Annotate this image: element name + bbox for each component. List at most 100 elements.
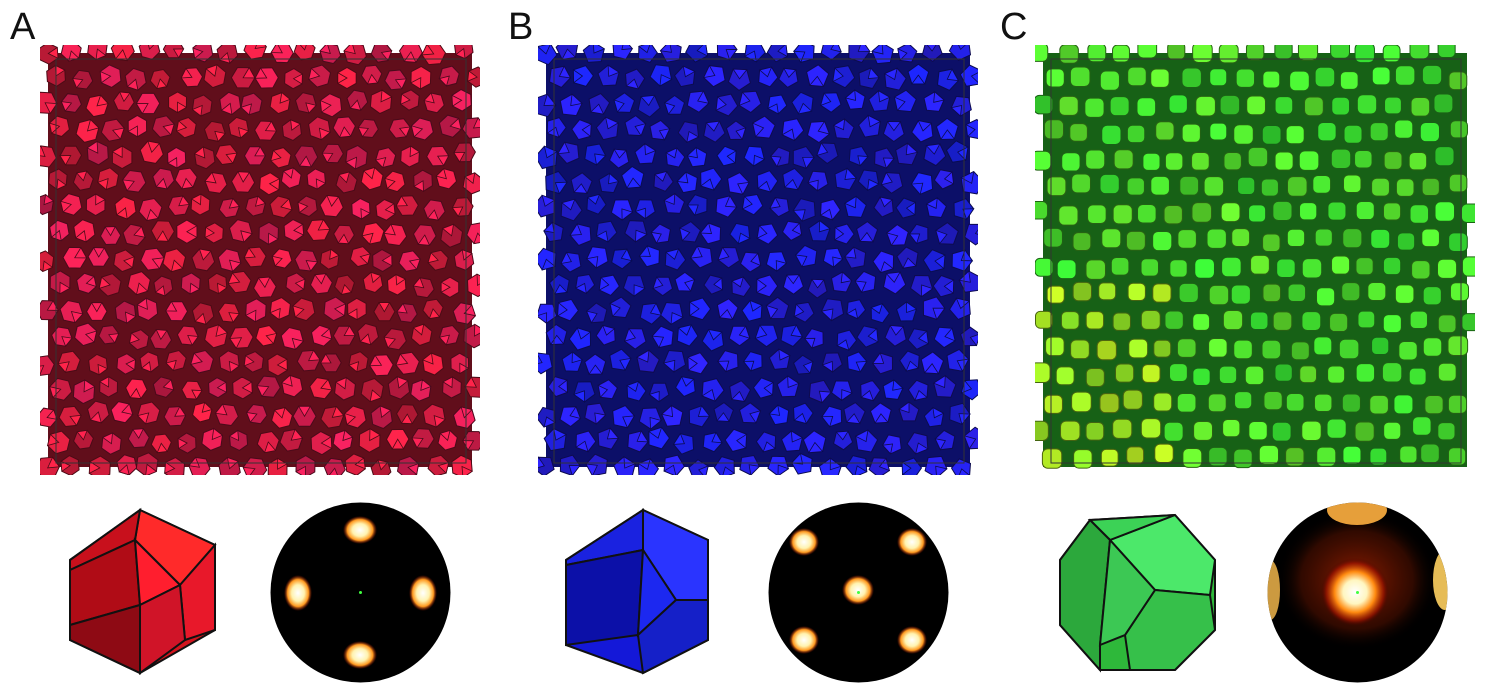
particle [1085,311,1105,330]
particle [40,91,58,115]
particle [742,351,763,372]
particle [560,198,583,222]
particle [374,147,397,169]
particle [1056,259,1077,280]
particle [1330,148,1352,169]
particle-shape-c [1055,505,1220,675]
particle [1460,203,1475,224]
particle [1286,228,1306,247]
particle [1461,313,1475,332]
particle [665,147,686,168]
particle [1059,45,1079,64]
particle [1394,284,1415,304]
particle [1112,418,1133,439]
particle [40,300,59,321]
particle [426,145,450,167]
particle [1316,287,1336,307]
particle [269,297,291,321]
particle [1035,310,1053,329]
particle [1072,232,1092,251]
particle [258,221,279,246]
particle [1395,178,1415,197]
particle [1035,45,1049,62]
particle [1449,120,1468,139]
particle [1327,201,1347,221]
particle [1384,96,1402,115]
particle [1233,124,1254,145]
particle [964,223,978,246]
particle [767,455,790,475]
particle [728,325,751,347]
particle [413,169,433,193]
particle [613,92,636,113]
particle [1285,447,1305,467]
particle [907,328,929,350]
particle [674,376,696,398]
particle [822,247,844,268]
particle [136,297,159,321]
particle [466,222,480,245]
particle [1085,259,1106,280]
particle [242,457,268,475]
particle [345,144,368,170]
particle [703,274,724,295]
particle [1383,151,1403,170]
particle [294,92,317,114]
particle [72,69,94,90]
particle [1195,95,1216,117]
particle [1355,363,1376,383]
particle [1383,202,1402,221]
particle [830,271,853,293]
particle [1164,310,1184,330]
particle [1354,45,1375,64]
particle [214,144,238,166]
particle [1181,123,1201,143]
particle [559,454,581,475]
particle [638,407,663,430]
particle [609,348,632,372]
particle [163,405,187,427]
particle [1223,152,1242,171]
particle [1316,446,1337,467]
particle [1125,230,1146,251]
particle [1424,394,1444,415]
particle [1289,70,1310,92]
particle [440,223,464,248]
particle [1221,256,1242,278]
particle [122,223,146,247]
panel-a: A [0,0,500,696]
particle [758,66,779,88]
particle [659,45,682,63]
particle [1354,149,1373,169]
particle [1327,365,1346,384]
particle [882,121,905,143]
particle [190,349,214,374]
particle [243,246,267,268]
particle [923,143,947,167]
particle [756,170,779,193]
particle [1127,282,1146,301]
particle [780,324,804,348]
particle [319,93,343,118]
particle [1085,149,1106,170]
particle [1152,283,1172,303]
particle [229,326,254,350]
particle [1355,257,1374,276]
particle [1343,124,1363,144]
particle [1261,339,1282,360]
particle [309,273,333,295]
particle [346,297,367,321]
particle [180,272,201,295]
particle [360,377,384,403]
particle [337,66,357,90]
particle [651,325,674,349]
particle [936,68,960,91]
particle [662,349,687,373]
particle [100,118,125,142]
particle [648,382,670,403]
particle [1274,151,1294,171]
particle [40,145,57,168]
particle [907,379,929,401]
particle [357,322,380,346]
particle [782,167,805,191]
